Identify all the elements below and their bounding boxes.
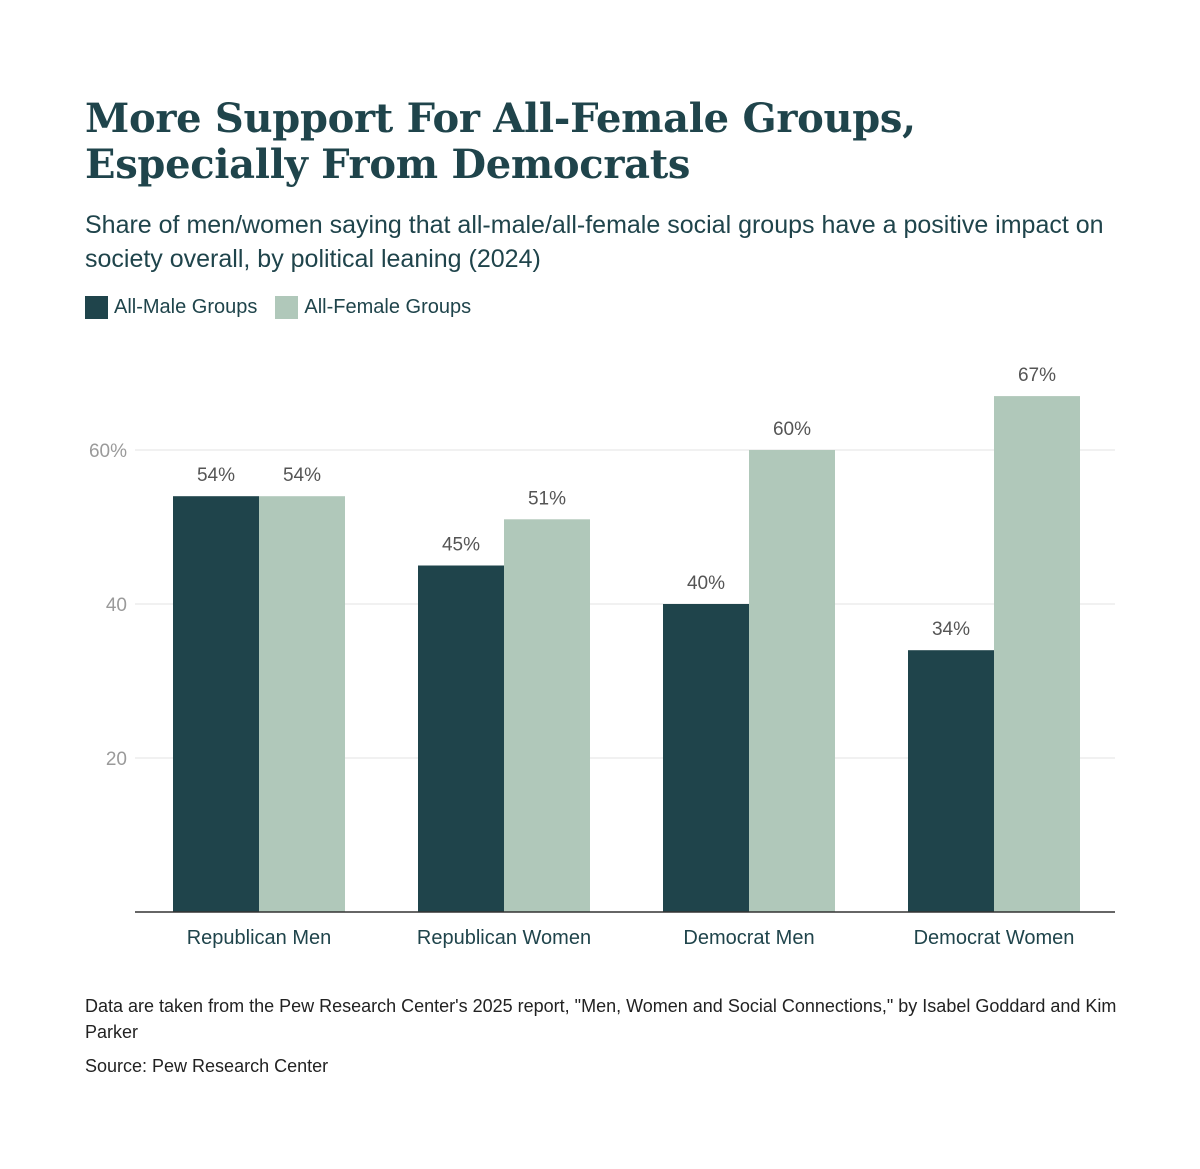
legend-item-female: All-Female Groups (275, 296, 471, 319)
bar (259, 496, 345, 912)
bar (994, 396, 1080, 913)
bar-value-label: 67% (1018, 365, 1056, 386)
chart-title: More Support For All-Female Groups, Espe… (85, 95, 916, 188)
y-tick-label: 20 (106, 749, 127, 770)
bar (663, 604, 749, 912)
bar-value-label: 54% (197, 465, 235, 486)
bar-value-label: 40% (687, 573, 725, 594)
x-tick-label: Democrat Women (914, 927, 1075, 949)
x-tick-label: Republican Women (417, 927, 591, 949)
bar-value-label: 51% (528, 488, 566, 509)
source-note: Source: Pew Research Center (85, 1056, 329, 1076)
bar-value-label: 34% (932, 619, 970, 640)
bar-value-label: 45% (442, 535, 480, 556)
chart-subtitle: Share of men/women saying that all-male/… (85, 211, 1104, 273)
legend-label-female: All-Female Groups (304, 296, 472, 318)
y-tick-label: 60% (89, 441, 127, 462)
bar (908, 650, 994, 912)
bar-value-label: 60% (773, 419, 811, 440)
legend-label-male: All-Male Groups (114, 296, 258, 318)
bar-value-label: 54% (283, 465, 321, 486)
bar (749, 450, 835, 912)
legend-item-male: All-Male Groups (85, 296, 257, 319)
legend-swatch-female (275, 296, 299, 319)
legend-swatch-male (85, 296, 108, 319)
y-tick-label: 40 (106, 595, 127, 616)
bar (418, 565, 504, 912)
bar (173, 496, 259, 912)
data-footnote: Data are taken from the Pew Research Cen… (85, 996, 1117, 1042)
x-tick-label: Republican Men (187, 927, 332, 949)
bar-chart: 20 40 60% 54% 54% Republican Men 45% 51% Republi… (89, 365, 1115, 949)
legend: All-Male Groups All-Female Groups (85, 296, 489, 319)
x-tick-label: Democrat Men (683, 927, 814, 949)
bar (504, 519, 590, 912)
